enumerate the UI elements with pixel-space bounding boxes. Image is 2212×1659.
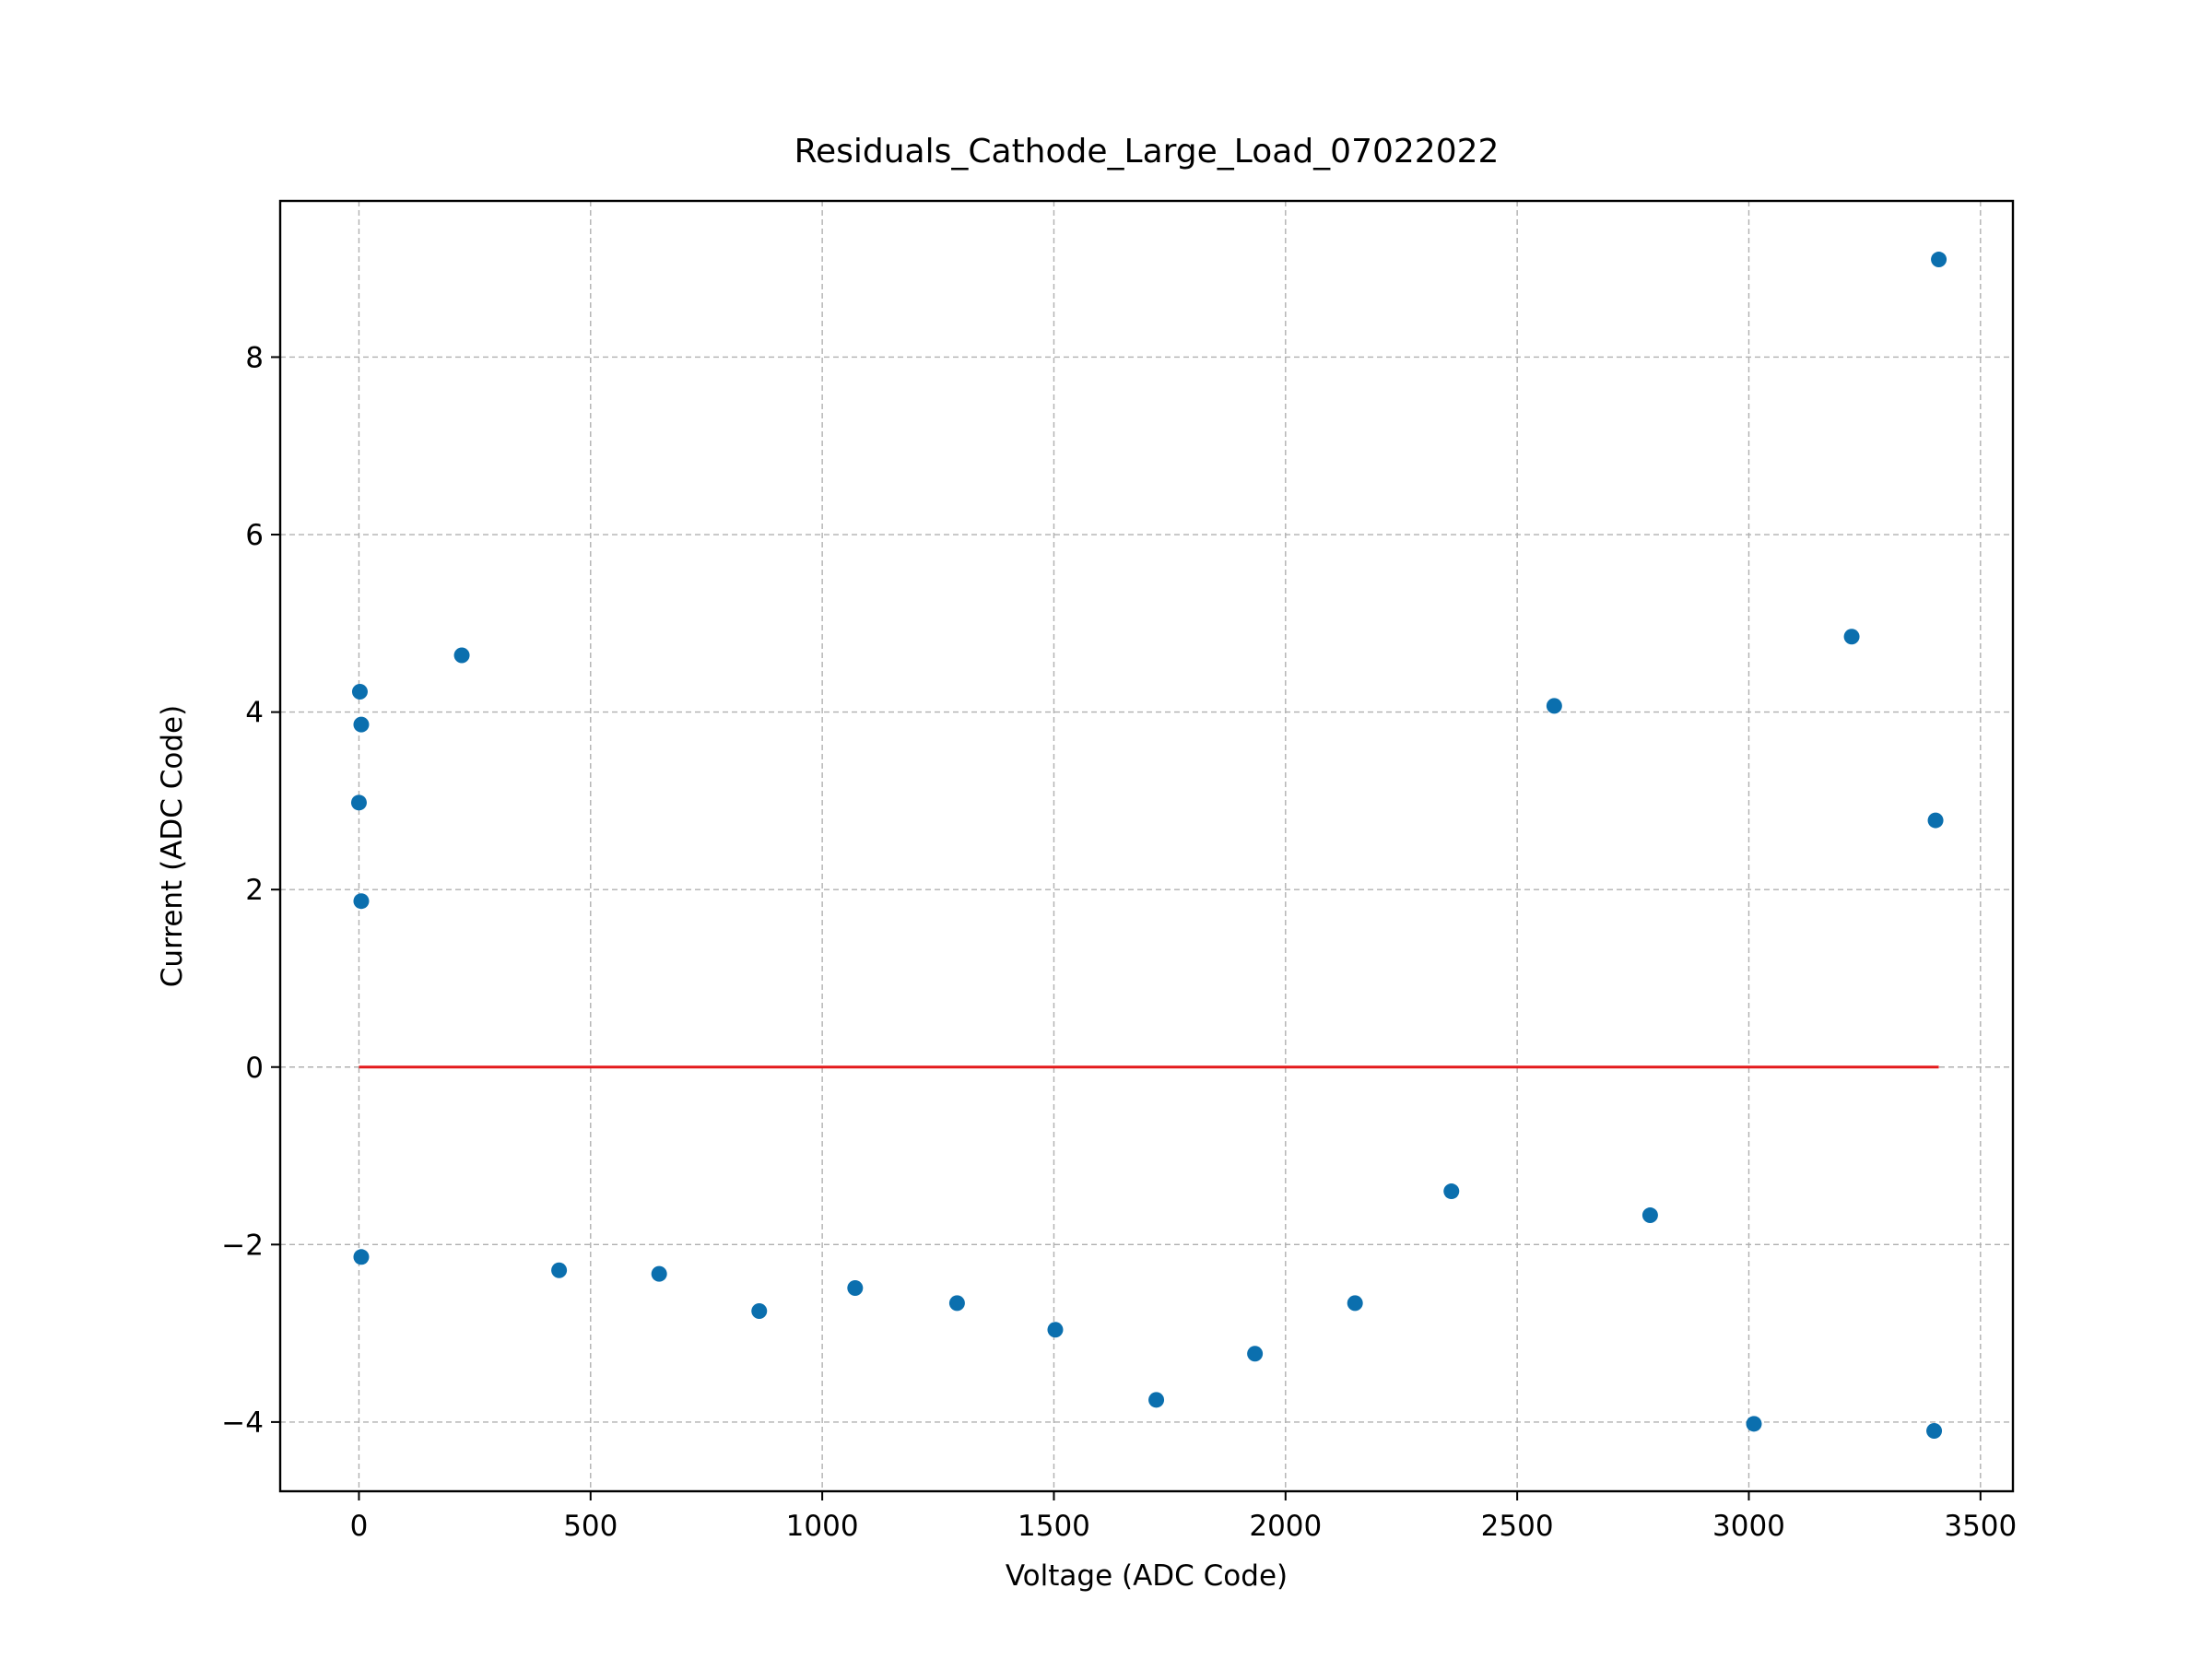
data-point [351, 683, 368, 700]
axis-ticks: 0 500 1000 1500 2000 2500 3000 3500 −4 −2 0 2 4 6 8 [221, 341, 2017, 1543]
data-point [453, 647, 470, 664]
data-point [1443, 1183, 1460, 1200]
y-tick-label: 6 [245, 519, 264, 552]
data-point [353, 716, 370, 733]
data-point [1247, 1346, 1264, 1362]
y-tick-label: 4 [245, 697, 264, 730]
y-tick-label: 8 [245, 341, 264, 374]
x-axis-label: Voltage (ADC Code) [1006, 1559, 1288, 1593]
data-point [1927, 812, 1944, 829]
data-point [353, 1249, 370, 1265]
data-point [1347, 1295, 1363, 1312]
data-point [1148, 1392, 1165, 1408]
y-tick-label: 2 [245, 874, 264, 907]
x-tick-label: 500 [563, 1510, 618, 1543]
residual-points-series [350, 252, 1947, 1440]
x-tick-label: 3000 [1712, 1510, 1785, 1543]
data-point [350, 794, 367, 811]
data-point [1843, 629, 1860, 645]
data-point [948, 1295, 965, 1312]
y-tick-label: −2 [221, 1229, 264, 1262]
chart-title: Residuals_Cathode_Large_Load_07022022 [794, 133, 1500, 171]
data-point [1931, 252, 1947, 268]
y-tick-label: 0 [245, 1052, 264, 1085]
x-tick-label: 3500 [1944, 1510, 2017, 1543]
data-point [551, 1262, 568, 1278]
data-point [651, 1265, 667, 1282]
data-point [1926, 1423, 1943, 1440]
data-point [353, 893, 370, 910]
grid-lines [280, 201, 2013, 1491]
data-point [1641, 1207, 1658, 1224]
data-point [1546, 698, 1562, 714]
y-tick-label: −4 [221, 1406, 264, 1440]
x-tick-label: 1500 [1018, 1510, 1090, 1543]
x-tick-label: 2000 [1249, 1510, 1322, 1543]
data-point [847, 1280, 864, 1297]
x-tick-label: 1000 [786, 1510, 859, 1543]
data-point [1746, 1416, 1762, 1432]
data-point [1047, 1322, 1064, 1338]
x-tick-label: 2500 [1481, 1510, 1554, 1543]
y-axis-label: Current (ADC Code) [156, 705, 189, 987]
x-tick-label: 0 [350, 1510, 369, 1543]
data-point [751, 1303, 768, 1320]
plot-frame [278, 199, 2015, 1493]
